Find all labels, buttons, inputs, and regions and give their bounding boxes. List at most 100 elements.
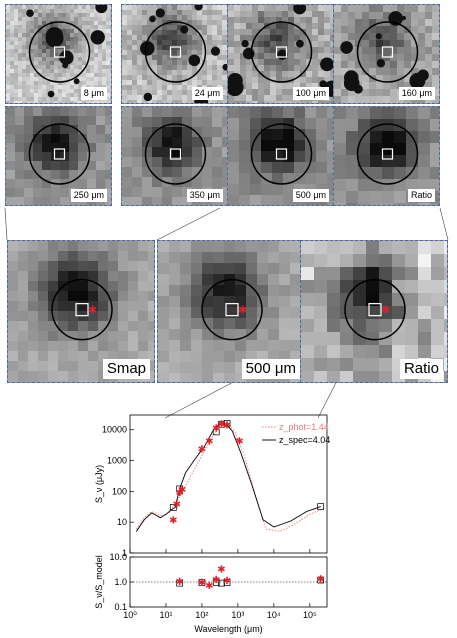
x-tick-label: 10⁵ (303, 610, 317, 620)
model-flux-box (223, 420, 231, 427)
photometry-point: ✱ (169, 516, 177, 527)
y-tick-label: 1.0 (114, 577, 127, 587)
y-tick-label: 0.1 (114, 602, 127, 612)
ratio-point: ✱ (217, 564, 225, 575)
cutout-panel: 500 μm (227, 106, 334, 206)
model-flux-box (317, 503, 325, 510)
y-tick-label: 10.0 (109, 552, 127, 562)
enlarged-cutout-panel: ✱ 500 μm (157, 240, 305, 383)
x-axis-label: Wavelength (μm) (194, 624, 262, 634)
source-box (169, 148, 182, 160)
aperture-circle (28, 123, 91, 185)
connector-line (156, 207, 221, 241)
aperture-circle (144, 123, 207, 185)
position-marker-icon: ✱ (238, 304, 247, 317)
source-box (169, 46, 182, 58)
band-label: 500 μm (292, 189, 329, 202)
band-label: Smap (102, 359, 150, 379)
band-label: Ratio (407, 189, 435, 202)
ratio-model-box (218, 579, 225, 587)
photometry-point: ✱ (178, 485, 186, 496)
enlarged-cutout-panel: ✱ Smap (7, 240, 155, 383)
ratio-model-box (212, 579, 220, 586)
legend-label: z_phot=1.44 (279, 422, 329, 432)
photometry-point: ✱ (217, 419, 225, 430)
ratio-point: ✱ (316, 574, 324, 585)
sed-top-frame (129, 414, 328, 554)
band-label: Ratio (399, 359, 443, 379)
source-box (75, 303, 89, 317)
zspec-model-line (135, 422, 321, 532)
band-label: 350 μm (186, 189, 223, 202)
ratio-point: ✱ (175, 577, 183, 588)
photometry-point: ✱ (235, 436, 243, 447)
enlarged-cutout-panel: ✱ Ratio (300, 240, 448, 383)
aperture-circle (51, 278, 113, 341)
cutout-panel: 24 μm (121, 4, 228, 104)
ratio-model-box (317, 576, 325, 584)
source-box (381, 148, 394, 160)
aperture-circle (344, 278, 406, 341)
photometry-point: ✱ (175, 488, 183, 499)
source-box (225, 303, 239, 317)
aperture-circle (144, 21, 207, 83)
model-flux-box (212, 428, 220, 436)
x-tick-label: 10⁴ (267, 610, 281, 620)
ratio-axis-label: S_ν/S_model (94, 555, 104, 609)
x-tick-label: 10⁰ (123, 610, 137, 620)
ratio-model-box (198, 579, 206, 586)
ratio-point: ✱ (198, 578, 206, 589)
ratio-model-box (223, 579, 231, 586)
position-marker-icon: ✱ (381, 304, 390, 317)
connector-line (439, 207, 449, 241)
model-flux-box (169, 504, 177, 511)
y-tick-label: 10 (117, 517, 127, 527)
x-tick-label: 10¹ (159, 610, 172, 620)
aperture-circle (250, 123, 313, 185)
cutout-panel: Ratio (333, 106, 440, 206)
cutout-panel: 100 μm (227, 4, 334, 104)
cutout-image (228, 107, 333, 205)
photometry-point: ✱ (205, 436, 213, 447)
legend-label: z_spec=4.04 (279, 435, 330, 445)
cutout-image (334, 107, 439, 205)
source-box (53, 46, 66, 58)
y-axis-label: S_ν (μJy) (94, 465, 104, 503)
band-label: 160 μm (398, 87, 435, 100)
x-tick-label: 10³ (231, 610, 244, 620)
ratio-point: ✱ (212, 575, 220, 586)
model-flux-box (218, 420, 225, 428)
source-box (275, 148, 288, 160)
photometry-point: ✱ (223, 420, 231, 431)
source-box (368, 303, 382, 317)
cutout-panel: 250 μm (5, 106, 112, 206)
source-box (53, 148, 66, 160)
band-label: 100 μm (292, 87, 329, 100)
cutout-panel: 8 μm (5, 4, 112, 104)
connector-line (4, 207, 8, 241)
y-tick-label: 1 (122, 548, 127, 558)
source-box (275, 46, 288, 58)
photometry-point: ✱ (173, 500, 181, 511)
aperture-circle (201, 278, 263, 341)
cutout-image (334, 5, 439, 103)
source-box (381, 46, 394, 58)
aperture-circle (356, 21, 419, 83)
cutout-panel: 350 μm (121, 106, 228, 206)
position-marker-icon: ✱ (88, 304, 97, 317)
band-label: 250 μm (70, 189, 107, 202)
model-flux-box (176, 485, 183, 493)
sed-plot: 10⁰ 10¹ 10² 10³ 10⁴ 10⁵ Wavelength (μm) 1 10 100 1… (94, 414, 330, 634)
cutout-image (122, 107, 227, 205)
cutout-image (228, 5, 333, 103)
band-label: 24 μm (191, 87, 223, 100)
ratio-point: ✱ (223, 576, 231, 587)
aperture-circle (356, 123, 419, 185)
y-tick-label: 100 (112, 486, 127, 496)
cutout-image: ✱ (301, 241, 447, 382)
ratio-point: ✱ (205, 581, 213, 592)
y-tick-label: 1000 (107, 456, 127, 466)
photometry-point: ✱ (212, 423, 220, 434)
band-label: 500 μm (241, 359, 300, 379)
aperture-circle (250, 21, 313, 83)
